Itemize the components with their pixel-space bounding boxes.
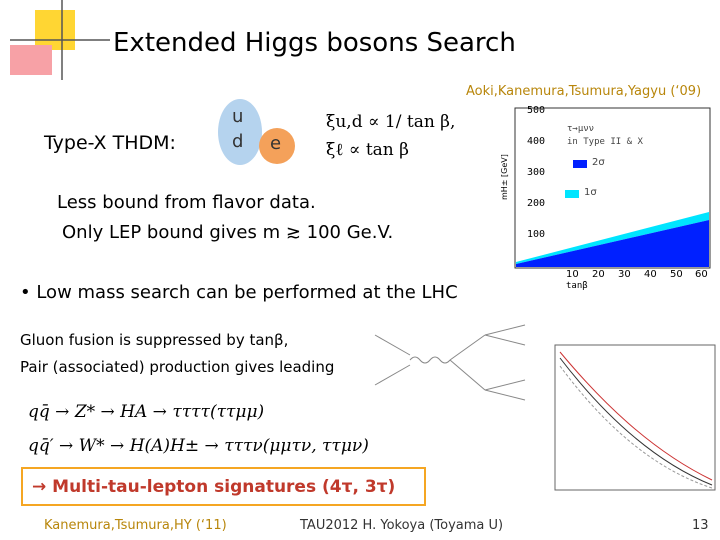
figure-xlabel: tanβ bbox=[566, 281, 588, 291]
figure-ytick: 200 bbox=[527, 198, 546, 209]
highlight-box bbox=[21, 467, 426, 506]
figure-legend-title: τ→μνν bbox=[567, 124, 595, 134]
quark: u bbox=[232, 106, 244, 127]
curve bbox=[559, 365, 713, 489]
figure-legend-entry: 1σ bbox=[584, 187, 597, 198]
quark: d bbox=[232, 131, 244, 152]
note: Less bound from flavor data. bbox=[57, 192, 316, 213]
equation: qq̄ → Z* → HA → ττττ(ττμμ) bbox=[28, 402, 265, 422]
footer-reference: Kanemura,Tsumura,HY (‘11) bbox=[44, 518, 227, 533]
legend-swatch bbox=[573, 160, 587, 168]
note: Only LEP bound gives m ≳ 100 Ge.V. bbox=[62, 222, 394, 243]
figure-ytick: 300 bbox=[527, 167, 546, 178]
model-label: Type-X THDM: bbox=[44, 132, 176, 154]
deco-square bbox=[35, 10, 75, 50]
figure-ytick: 400 bbox=[527, 136, 546, 147]
footer-event: TAU2012 H. Yokoya (Toyama U) bbox=[300, 518, 504, 533]
figure-ylabel: mH± [GeV] bbox=[500, 154, 509, 200]
citation: Aoki,Kanemura,Tsumura,Yagyu (‘09) bbox=[466, 84, 702, 99]
figure-xtick: 60 bbox=[695, 269, 708, 280]
coupling: ξℓ ∝ tan β bbox=[326, 140, 409, 160]
equation: qq̄′ → W* → H(A)H± → τττν(μμτν, ττμν) bbox=[28, 436, 369, 456]
curve bbox=[559, 351, 713, 481]
figure-xtick: 30 bbox=[618, 269, 631, 280]
deco-square bbox=[10, 45, 52, 75]
plot-frame bbox=[554, 344, 716, 491]
figure-xtick: 40 bbox=[644, 269, 657, 280]
legend-swatch bbox=[565, 190, 579, 198]
figure-ytick: 100 bbox=[527, 229, 546, 240]
coupling: ξu,d ∝ 1/ tan β, bbox=[326, 112, 456, 132]
curve bbox=[559, 357, 713, 486]
quark-blob bbox=[218, 99, 262, 165]
lepton: e bbox=[270, 133, 282, 154]
figure-xtick: 50 bbox=[670, 269, 683, 280]
figure-ytick: 500 bbox=[527, 105, 546, 116]
figure-legend-title: in Type II & X bbox=[567, 137, 643, 147]
highlight-text: → Multi-tau-lepton signatures (4τ, 3τ) bbox=[32, 477, 396, 497]
figure-legend-entry: 2σ bbox=[592, 157, 605, 168]
slide-title: Extended Higgs bosons Search bbox=[113, 28, 516, 58]
body-text: Pair (associated) production gives leadi… bbox=[20, 358, 335, 376]
bullet: • Low mass search can be performed at th… bbox=[20, 282, 458, 303]
body-text: Gluon fusion is suppressed by tanβ, bbox=[20, 331, 289, 349]
figure-xtick: 10 bbox=[566, 269, 579, 280]
feynman-diagram bbox=[374, 324, 526, 401]
region-2sigma bbox=[516, 212, 709, 264]
region-1sigma bbox=[516, 220, 709, 267]
figure-xtick: 20 bbox=[592, 269, 605, 280]
page-number: 13 bbox=[692, 518, 709, 533]
lepton-blob bbox=[259, 128, 295, 164]
